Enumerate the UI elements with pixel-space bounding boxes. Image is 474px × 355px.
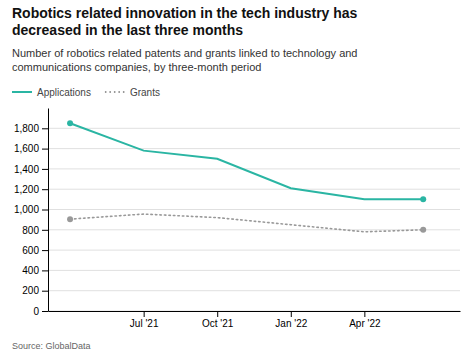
y-tick-mark [42,210,48,211]
x-axis: Jul '21 Oct '21 Jan '22 Apr '22 [49,311,461,329]
y-tick: 1,200 [14,184,48,195]
grid-line [48,250,460,251]
y-tick-mark [42,270,48,271]
y-tick-label: 1,000 [14,204,39,215]
legend-label: Applications [37,87,91,98]
grid-line [48,168,460,169]
source: Source: GlobalData [12,341,91,351]
x-tick: Jan '22 [275,311,307,329]
legend-item: Grants [105,87,160,98]
plot: 0 200 400 600 800 1,000 1,200 1,400 1,600 1,800 Ju… [14,109,461,330]
y-tick-label: 1,600 [14,143,39,154]
subtitle: Number of robotics related patents and g… [12,47,358,73]
y-tick-label: 0 [33,306,39,317]
y-tick: 1,000 [14,204,48,215]
y-axis: 0 200 400 600 800 1,000 1,200 1,400 1,600 1,800 [14,109,49,317]
y-tick-label: 800 [22,225,39,236]
y-tick-label: 1,800 [14,123,39,134]
y-tick-mark [42,291,48,292]
x-tick-label: Apr '22 [349,318,381,329]
grid-line [48,311,460,312]
x-tick-label: Jan '22 [275,318,307,329]
y-tick-label: 1,200 [14,184,39,195]
y-tick: 1,600 [14,143,48,154]
x-tick-mark [291,311,292,317]
title: Robotics related innovation in the tech … [12,5,358,38]
y-tick: 200 [22,285,48,296]
y-tick-mark [42,189,48,190]
grid-line [48,270,460,271]
x-tick: Jul '21 [130,311,159,329]
grid-line [48,209,460,210]
series-line [70,214,423,232]
x-tick-mark [144,311,145,317]
legend: Applications Grants [12,87,160,98]
x-tick-label: Jul '21 [130,318,159,329]
legend-swatch [12,91,32,93]
y-tick: 0 [33,306,48,317]
y-tick: 800 [22,225,48,236]
series-marker [420,227,426,233]
y-tick-mark [42,311,48,312]
y-tick-label: 600 [22,245,39,256]
y-tick-label: 1,400 [14,164,39,175]
y-tick-mark [42,128,48,129]
y-tick-label: 200 [22,285,39,296]
grid-line [48,148,460,149]
legend-swatch [105,91,125,93]
y-tick-label: 400 [22,265,39,276]
x-tick-mark [364,311,365,317]
y-tick: 1,400 [14,164,48,175]
series-marker [67,120,73,126]
grid-line [48,189,460,190]
x-tick: Apr '22 [349,311,381,329]
y-tick-mark [42,250,48,251]
series-group [67,120,426,233]
x-tick-mark [217,311,218,317]
chart: Robotics related innovation in the tech … [0,0,474,355]
legend-item: Applications [12,87,91,98]
legend-label: Grants [130,87,160,98]
y-tick-mark [42,169,48,170]
grid-line [48,128,460,129]
y-tick: 600 [22,245,48,256]
series-line [70,123,423,199]
y-tick: 400 [22,265,48,276]
series-marker [420,196,426,202]
y-tick-mark [42,230,48,231]
y-tick: 1,800 [14,123,48,134]
x-axis-line [49,311,461,312]
series-marker [67,216,73,222]
x-tick-label: Oct '21 [202,318,234,329]
x-tick: Oct '21 [202,311,234,329]
grid-line [48,290,460,291]
y-axis-line [48,109,49,312]
grid [48,128,460,311]
y-tick-mark [42,149,48,150]
